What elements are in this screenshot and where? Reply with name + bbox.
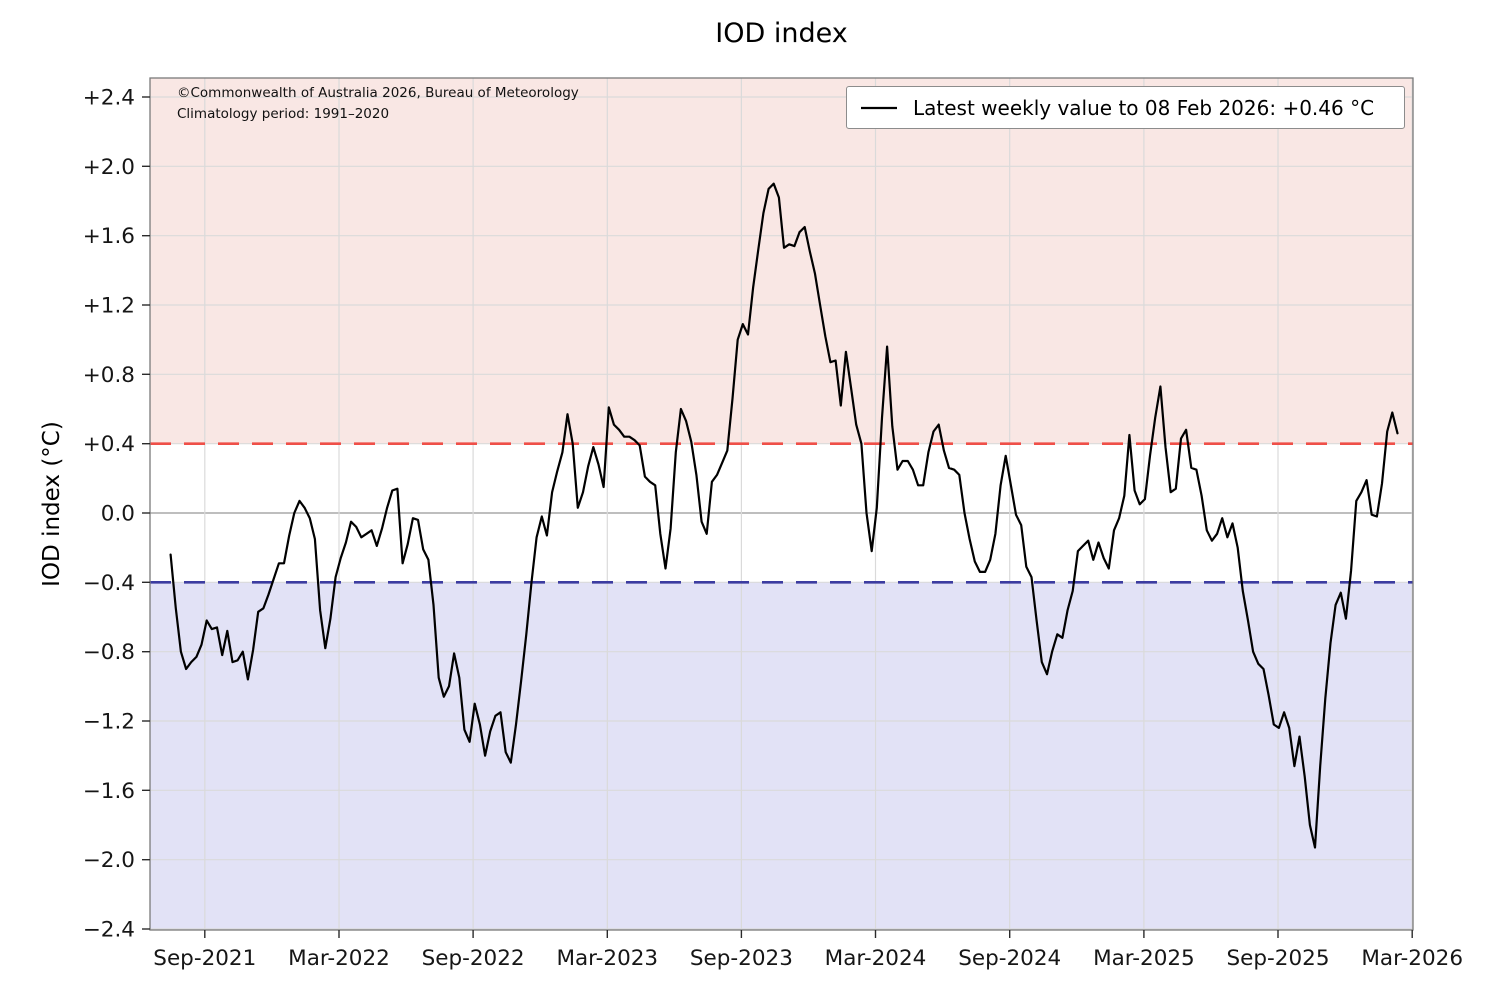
y-axis-ticks: +2.4 +2.0 +1.6 +1.2 +0.8 +0.4 0.0 −0.4 −0.8 −1.2 −… [83, 86, 150, 943]
svg-text:+0.4: +0.4 [83, 432, 135, 457]
x-axis-ticks: Sep-2021 Mar-2022 Sep-2022 Mar-2023 Sep-2023… [153, 930, 1463, 971]
svg-text:Sep-2023: Sep-2023 [690, 946, 793, 971]
legend-line-sample [861, 106, 897, 109]
svg-text:−1.2: −1.2 [83, 710, 135, 735]
climatology-line: Climatology period: 1991–2020 [177, 106, 390, 122]
gridlines [150, 78, 1413, 930]
svg-text:Sep-2022: Sep-2022 [422, 946, 525, 971]
svg-text:0.0: 0.0 [101, 502, 135, 527]
svg-text:+0.8: +0.8 [83, 363, 135, 388]
svg-text:Sep-2021: Sep-2021 [153, 946, 256, 971]
iod-weekly-series-line [169, 182, 1399, 849]
copyright-line: ©Commonwealth of Australia 2026, Bureau … [177, 85, 579, 101]
legend-label: Latest weekly value to 08 Feb 2026: +0.4… [913, 95, 1375, 120]
chart-title: IOD index [715, 18, 848, 49]
svg-text:Mar-2022: Mar-2022 [288, 946, 390, 971]
svg-text:−2.4: −2.4 [83, 918, 135, 943]
plot-border [149, 77, 1414, 931]
svg-text:Mar-2026: Mar-2026 [1361, 946, 1463, 971]
svg-text:+1.6: +1.6 [83, 224, 135, 249]
svg-text:+2.0: +2.0 [83, 155, 135, 180]
threshold-dashed-lines [150, 442, 1413, 584]
svg-text:Sep-2024: Sep-2024 [958, 946, 1061, 971]
svg-text:−1.6: −1.6 [83, 779, 135, 804]
svg-text:−0.8: −0.8 [83, 640, 135, 665]
legend: Latest weekly value to 08 Feb 2026: +0.4… [846, 86, 1405, 129]
threshold-bands [150, 78, 1413, 930]
svg-text:−0.4: −0.4 [83, 571, 135, 596]
svg-text:+1.2: +1.2 [83, 294, 135, 319]
svg-text:+2.4: +2.4 [83, 86, 135, 111]
svg-text:−2.0: −2.0 [83, 848, 135, 873]
svg-text:Mar-2023: Mar-2023 [556, 946, 658, 971]
copyright-annotation: ©Commonwealth of Australia 2026, Bureau … [177, 83, 579, 125]
svg-text:Mar-2025: Mar-2025 [1093, 946, 1195, 971]
svg-text:Sep-2025: Sep-2025 [1227, 946, 1330, 971]
svg-text:Mar-2024: Mar-2024 [825, 946, 927, 971]
